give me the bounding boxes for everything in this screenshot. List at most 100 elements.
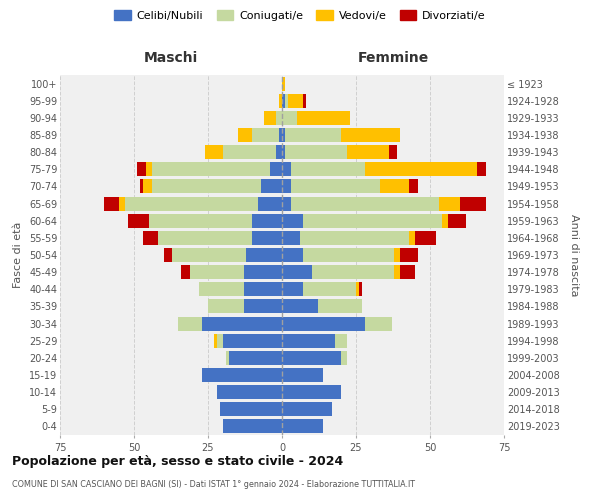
Bar [341, 351, 347, 365]
Bar [181, 265, 190, 279]
Bar [279, 94, 282, 108]
Text: Popolazione per età, sesso e stato civile - 2024: Popolazione per età, sesso e stato civil… [12, 455, 343, 468]
Bar [164, 248, 172, 262]
Bar [199, 282, 244, 296]
Bar [217, 334, 223, 347]
Bar [409, 180, 418, 194]
Bar [282, 300, 317, 314]
Bar [282, 196, 291, 210]
Bar [291, 196, 439, 210]
Bar [303, 94, 305, 108]
Bar [303, 248, 394, 262]
Bar [259, 196, 282, 210]
Bar [261, 180, 282, 194]
Bar [253, 231, 282, 245]
Bar [190, 265, 244, 279]
Bar [119, 196, 125, 210]
Bar [288, 94, 303, 108]
Bar [291, 162, 365, 176]
Bar [244, 265, 282, 279]
Bar [415, 231, 436, 245]
Bar [359, 282, 362, 296]
Bar [282, 76, 285, 90]
Bar [478, 162, 486, 176]
Bar [143, 231, 158, 245]
Bar [442, 214, 448, 228]
Legend: Celibi/Nubili, Coniugati/e, Vedovi/e, Divorziati/e: Celibi/Nubili, Coniugati/e, Vedovi/e, Di… [110, 6, 490, 25]
Bar [205, 145, 223, 159]
Bar [282, 214, 303, 228]
Bar [282, 334, 335, 347]
Bar [365, 162, 478, 176]
Bar [282, 316, 365, 330]
Bar [253, 128, 279, 142]
Bar [270, 162, 282, 176]
Bar [178, 316, 202, 330]
Bar [448, 214, 466, 228]
Bar [238, 128, 253, 142]
Bar [282, 368, 323, 382]
Bar [389, 145, 397, 159]
Bar [137, 162, 146, 176]
Bar [208, 300, 244, 314]
Bar [276, 111, 282, 125]
Bar [311, 265, 394, 279]
Bar [220, 402, 282, 416]
Bar [223, 420, 282, 434]
Text: COMUNE DI SAN CASCIANO DEI BAGNI (SI) - Dati ISTAT 1° gennaio 2024 - Elaborazion: COMUNE DI SAN CASCIANO DEI BAGNI (SI) - … [12, 480, 415, 489]
Bar [202, 316, 282, 330]
Bar [223, 334, 282, 347]
Bar [317, 300, 362, 314]
Bar [244, 282, 282, 296]
Bar [152, 162, 270, 176]
Bar [247, 248, 282, 262]
Bar [276, 145, 282, 159]
Bar [297, 111, 350, 125]
Bar [460, 196, 486, 210]
Bar [149, 214, 253, 228]
Bar [140, 180, 143, 194]
Bar [282, 282, 303, 296]
Bar [282, 128, 285, 142]
Y-axis label: Anni di nascita: Anni di nascita [569, 214, 579, 296]
Bar [229, 351, 282, 365]
Bar [282, 180, 291, 194]
Bar [282, 420, 323, 434]
Bar [356, 282, 359, 296]
Text: Maschi: Maschi [144, 50, 198, 64]
Bar [279, 128, 282, 142]
Bar [202, 368, 282, 382]
Bar [172, 248, 247, 262]
Text: Femmine: Femmine [358, 50, 428, 64]
Bar [285, 128, 341, 142]
Bar [400, 248, 418, 262]
Bar [409, 231, 415, 245]
Bar [303, 214, 442, 228]
Bar [300, 231, 409, 245]
Bar [158, 231, 253, 245]
Bar [282, 111, 297, 125]
Bar [285, 94, 288, 108]
Bar [217, 385, 282, 399]
Y-axis label: Fasce di età: Fasce di età [13, 222, 23, 288]
Bar [264, 111, 276, 125]
Bar [282, 265, 311, 279]
Bar [282, 351, 341, 365]
Bar [253, 214, 282, 228]
Bar [335, 334, 347, 347]
Bar [394, 265, 400, 279]
Bar [104, 196, 119, 210]
Bar [282, 248, 303, 262]
Bar [303, 282, 356, 296]
Bar [282, 385, 341, 399]
Bar [394, 248, 400, 262]
Bar [143, 180, 152, 194]
Bar [244, 300, 282, 314]
Bar [347, 145, 389, 159]
Bar [282, 162, 291, 176]
Bar [365, 316, 392, 330]
Bar [223, 145, 276, 159]
Bar [214, 334, 217, 347]
Bar [128, 214, 149, 228]
Bar [380, 180, 409, 194]
